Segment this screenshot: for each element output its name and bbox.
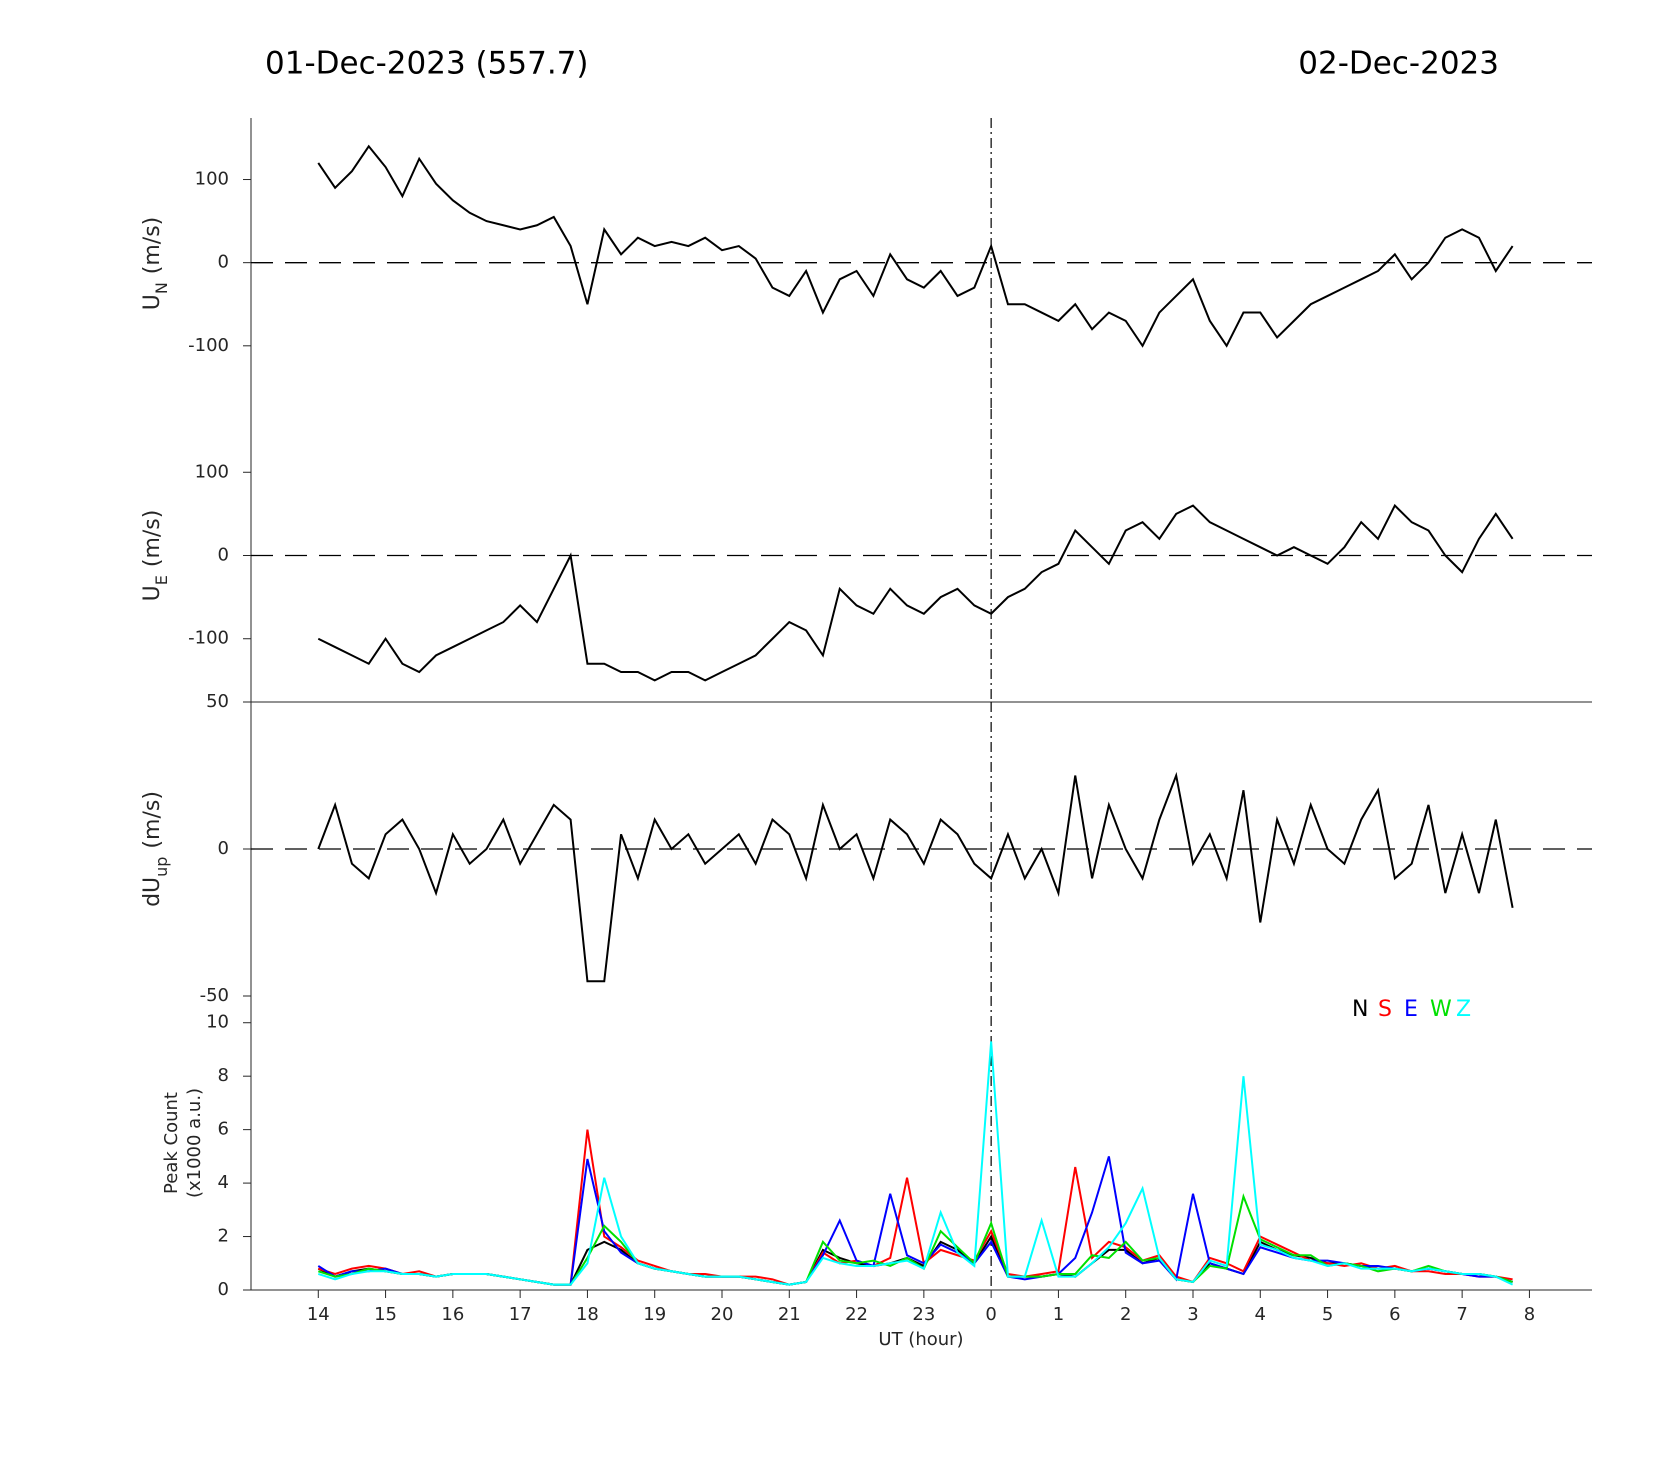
x-tick-label: 5 xyxy=(1322,1304,1333,1325)
y-tick-label: -50 xyxy=(200,985,229,1006)
y-label-sub: N xyxy=(152,282,171,294)
y-tick-label: 10 xyxy=(206,1012,229,1033)
y-label-sub: E xyxy=(152,575,171,585)
y-label-unit: (m/s) xyxy=(140,510,165,567)
series-line xyxy=(317,1193,1513,1286)
x-tick-label: 19 xyxy=(643,1304,666,1325)
y-label-main: U xyxy=(140,294,165,310)
y-axis-label: dUup (m/s) xyxy=(140,791,171,907)
y-label-main: dU xyxy=(140,877,165,907)
legend-entry: Z xyxy=(1456,997,1471,1022)
series-line xyxy=(317,503,1514,682)
y-tick-label: 0 xyxy=(218,545,229,566)
title-right: 02-Dec-2023 xyxy=(1298,46,1499,82)
y-label-main: U xyxy=(140,585,165,601)
x-tick-label: 6 xyxy=(1389,1304,1400,1325)
x-tick-label: 8 xyxy=(1524,1304,1535,1325)
x-tick-label: 2 xyxy=(1120,1304,1131,1325)
x-tick-label: 14 xyxy=(307,1304,330,1325)
y-tick-label: 0 xyxy=(218,1279,229,1300)
x-tick-label: 21 xyxy=(778,1304,801,1325)
x-tick-label: 7 xyxy=(1456,1304,1467,1325)
y-label-unit: (m/s) xyxy=(140,217,165,274)
x-tick-label: 20 xyxy=(711,1304,734,1325)
x-tick-label: 17 xyxy=(509,1304,532,1325)
y-tick-label: -100 xyxy=(188,335,229,356)
x-tick-label: 23 xyxy=(912,1304,935,1325)
x-tick-label: 22 xyxy=(845,1304,868,1325)
x-tick-label: 16 xyxy=(441,1304,464,1325)
y-tick-label: -100 xyxy=(188,628,229,649)
series-line xyxy=(317,1041,1514,1286)
title-left: 01-Dec-2023 (557.7) xyxy=(265,46,589,82)
x-axis-label: UT (hour) xyxy=(878,1329,963,1350)
y-axis-label: UN (m/s) xyxy=(140,217,171,311)
y-label-sub: up xyxy=(152,857,171,877)
series-line xyxy=(317,144,1514,348)
y-tick-label: 50 xyxy=(206,691,229,712)
y-tick-label: 0 xyxy=(218,252,229,273)
y-axis-label: Peak Count xyxy=(161,1092,182,1194)
legend-entry: W xyxy=(1430,997,1452,1022)
x-tick-label: 18 xyxy=(576,1304,599,1325)
legend-entry: S xyxy=(1378,997,1392,1022)
series-line xyxy=(317,771,1514,983)
y-tick-label: 6 xyxy=(218,1119,229,1140)
x-tick-label: 0 xyxy=(985,1304,996,1325)
legend-entry: N xyxy=(1352,997,1368,1022)
x-tick-label: 1 xyxy=(1053,1304,1064,1325)
y-axis-label: (x1000 a.u.) xyxy=(184,1088,205,1198)
y-tick-label: 0 xyxy=(218,838,229,859)
legend-entry: E xyxy=(1404,997,1418,1022)
x-tick-label: 3 xyxy=(1187,1304,1198,1325)
y-tick-label: 8 xyxy=(218,1065,229,1086)
x-tick-label: 4 xyxy=(1255,1304,1266,1325)
y-tick-label: 4 xyxy=(218,1172,229,1193)
x-tick-label: 15 xyxy=(374,1304,397,1325)
y-tick-label: 2 xyxy=(218,1226,229,1247)
y-axis-label: UE (m/s) xyxy=(140,510,171,602)
y-tick-label: 100 xyxy=(195,169,229,190)
y-label-unit: (m/s) xyxy=(140,791,165,848)
y-tick-label: 100 xyxy=(195,461,229,482)
